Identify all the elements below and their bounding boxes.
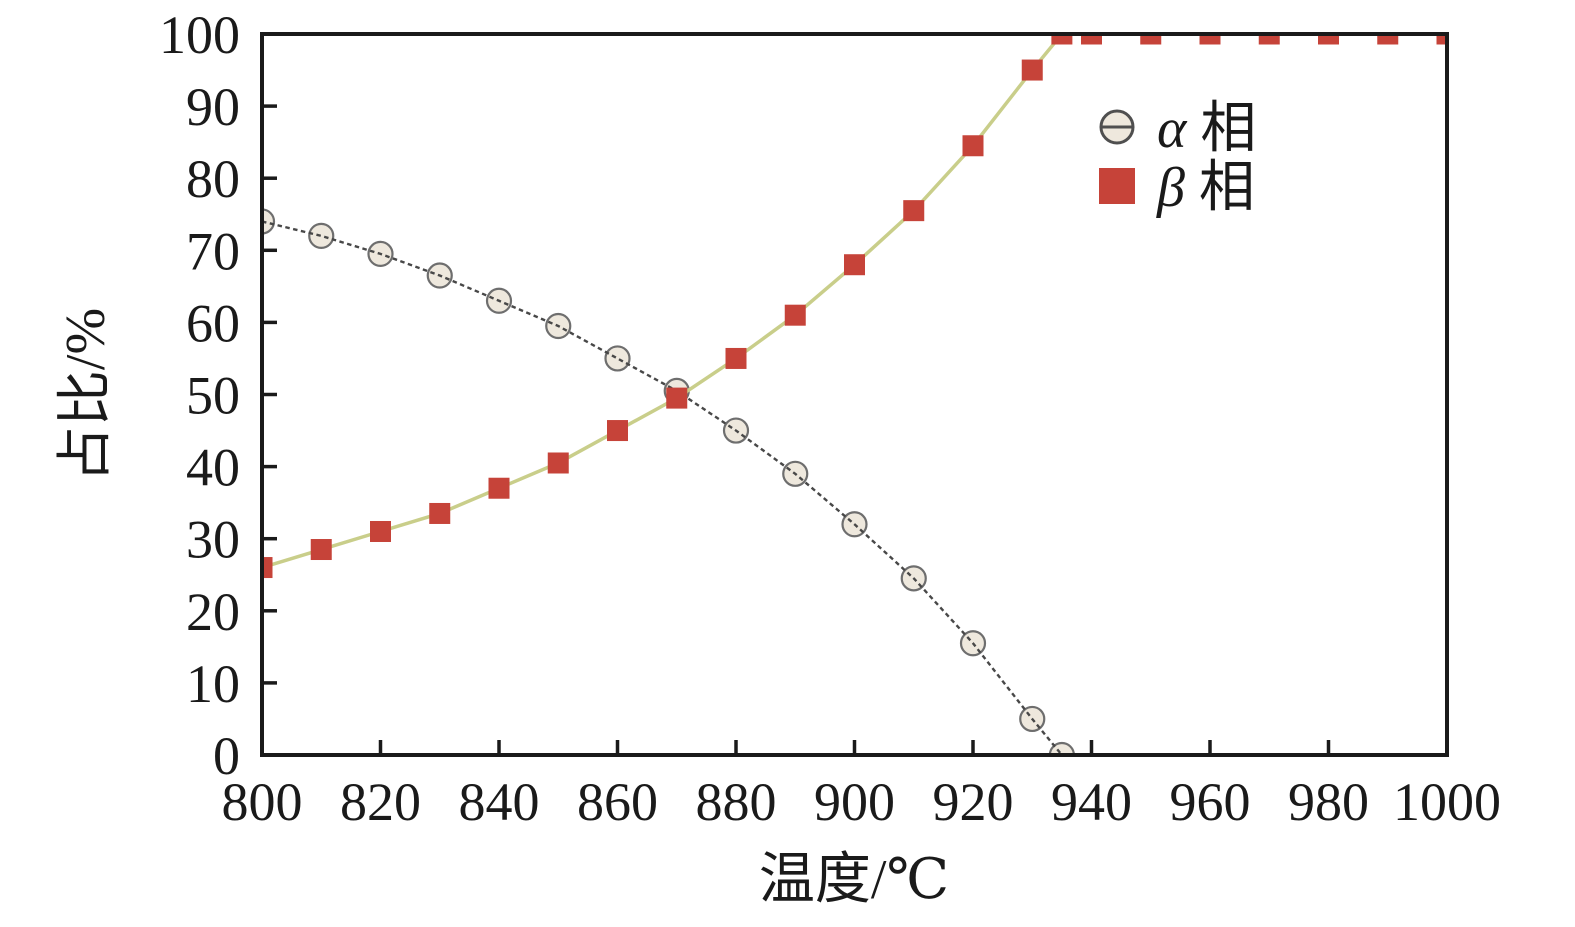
beta-data-marker	[310, 539, 332, 561]
beta-data-marker	[1140, 34, 1162, 45]
beta-data-marker	[1377, 34, 1399, 45]
beta-data-marker	[1021, 59, 1043, 81]
plot-border	[260, 32, 1449, 757]
alpha-data-marker	[308, 222, 335, 249]
x-axis-title: 温度/℃	[759, 849, 949, 911]
beta-legend-marker-icon	[1099, 168, 1135, 204]
beta-data-marker	[262, 557, 273, 579]
x-tick-label: 900	[814, 772, 895, 832]
beta-data-marker	[666, 387, 688, 409]
x-tick-label: 980	[1288, 772, 1369, 832]
beta-data-marker	[903, 200, 925, 222]
beta-data-marker	[1436, 34, 1447, 45]
series-beta-phase	[262, 34, 1447, 579]
beta-series-line	[262, 34, 1447, 570]
x-tick-label: 860	[577, 772, 658, 832]
x-tick-label: 800	[222, 772, 303, 832]
y-tick-label: 20	[186, 582, 240, 642]
beta-data-marker	[1318, 34, 1339, 45]
y-tick-label: 50	[186, 366, 240, 426]
series-layer	[262, 34, 1447, 755]
beta-data-marker	[1081, 34, 1102, 45]
beta-data-marker	[1051, 34, 1073, 45]
legend-item-beta-phase: β 相	[1099, 157, 1255, 219]
x-tick-label: 940	[1051, 772, 1132, 832]
y-tick-label: 90	[186, 77, 240, 137]
beta-data-marker	[962, 135, 984, 157]
beta-data-marker	[547, 452, 569, 474]
beta-data-marker	[488, 477, 510, 499]
beta-data-marker	[370, 520, 391, 542]
beta-data-marker	[1199, 34, 1221, 45]
alpha-data-marker	[1048, 741, 1075, 755]
legend: α 相β 相	[1099, 98, 1256, 219]
y-tick-label: 100	[159, 5, 240, 65]
y-tick-label: 70	[186, 221, 240, 281]
x-tick-label: 840	[459, 772, 540, 832]
x-tick-label: 1000	[1393, 772, 1501, 832]
beta-data-marker	[429, 502, 451, 524]
beta-data-marker	[844, 254, 865, 276]
beta-data-marker	[784, 304, 806, 326]
y-tick-label: 40	[186, 438, 240, 498]
beta-legend-label: β 相	[1156, 157, 1255, 219]
series-alpha-phase	[262, 208, 1075, 755]
y-tick-label: 10	[186, 654, 240, 714]
x-tick-label: 820	[340, 772, 421, 832]
y-tick-label: 60	[186, 293, 240, 353]
x-tick-label: 920	[933, 772, 1014, 832]
x-tick-label: 960	[1170, 772, 1251, 832]
beta-data-marker	[725, 347, 747, 369]
y-tick-label: 80	[186, 149, 240, 209]
legend-item-alpha-phase: α 相	[1099, 98, 1256, 160]
ticks-layer: 800 820 840 860 880 900 920 940 960 980 1000 0 10 20 3…	[159, 5, 1501, 832]
beta-data-marker	[607, 420, 628, 442]
y-tick-label: 30	[186, 510, 240, 570]
y-tick-label: 0	[213, 726, 240, 786]
alpha-data-marker	[604, 345, 631, 372]
x-tick-label: 880	[696, 772, 777, 832]
alpha-legend-label: α 相	[1157, 98, 1256, 160]
alpha-series-line	[262, 220, 1063, 755]
y-axis-title: 占比/%	[55, 308, 117, 482]
alpha-data-marker	[262, 208, 276, 235]
beta-data-marker	[1258, 34, 1280, 45]
